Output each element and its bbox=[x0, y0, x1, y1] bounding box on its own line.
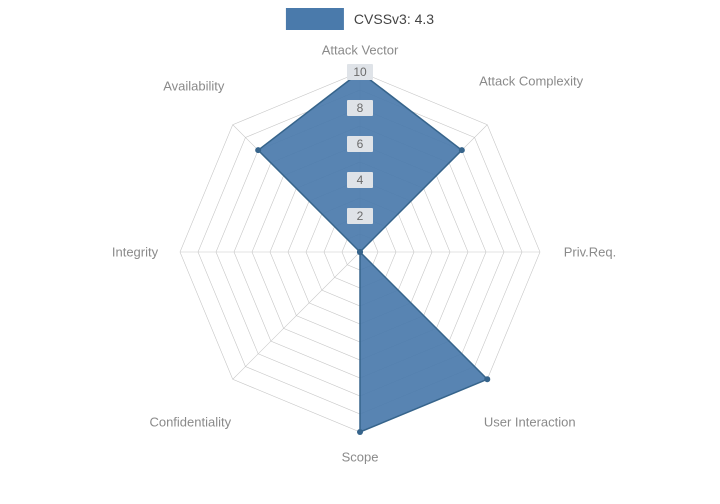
axis-label-attack_vector: Attack Vector bbox=[322, 43, 399, 58]
legend-label: CVSSv3: 4.3 bbox=[354, 11, 434, 27]
axis-label-scope: Scope bbox=[342, 450, 379, 465]
axis-label-priv_req: Priv.Req. bbox=[564, 245, 617, 260]
tick-8: 8 bbox=[347, 100, 373, 116]
legend-swatch bbox=[286, 8, 344, 30]
tick-6: 6 bbox=[347, 136, 373, 152]
tick-4: 4 bbox=[347, 172, 373, 188]
radar-chart: CVSSv3: 4.3 Attack Vector Attack Complexi… bbox=[0, 0, 720, 504]
axis-label-attack_complexity: Attack Complexity bbox=[479, 73, 583, 88]
tick-10: 10 bbox=[347, 64, 373, 80]
axis-label-user_interaction: User Interaction bbox=[484, 414, 576, 429]
axis-label-confidentiality: Confidentiality bbox=[149, 414, 231, 429]
axis-label-availability: Availability bbox=[163, 78, 224, 93]
tick-2: 2 bbox=[347, 208, 373, 224]
legend: CVSSv3: 4.3 bbox=[286, 8, 434, 30]
axis-label-integrity: Integrity bbox=[112, 245, 158, 260]
